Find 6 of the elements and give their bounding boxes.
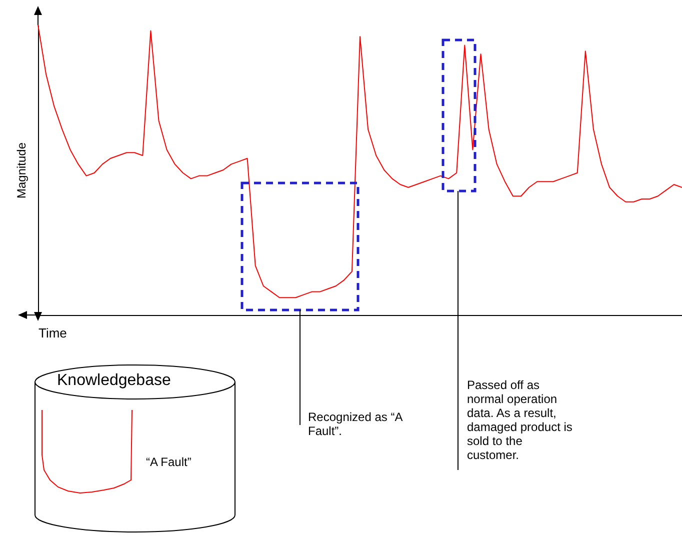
text: Recognized as “A Fault”. [308,410,404,438]
x-axis-title: Time [38,326,67,340]
y-axis-title: Magnitude [14,142,28,199]
text: Knowledgebase [57,372,172,390]
text: “A Fault” [146,455,192,469]
text: Passed off as normal operation data. As a result, damaged product is sold to the customer. [467,378,574,462]
